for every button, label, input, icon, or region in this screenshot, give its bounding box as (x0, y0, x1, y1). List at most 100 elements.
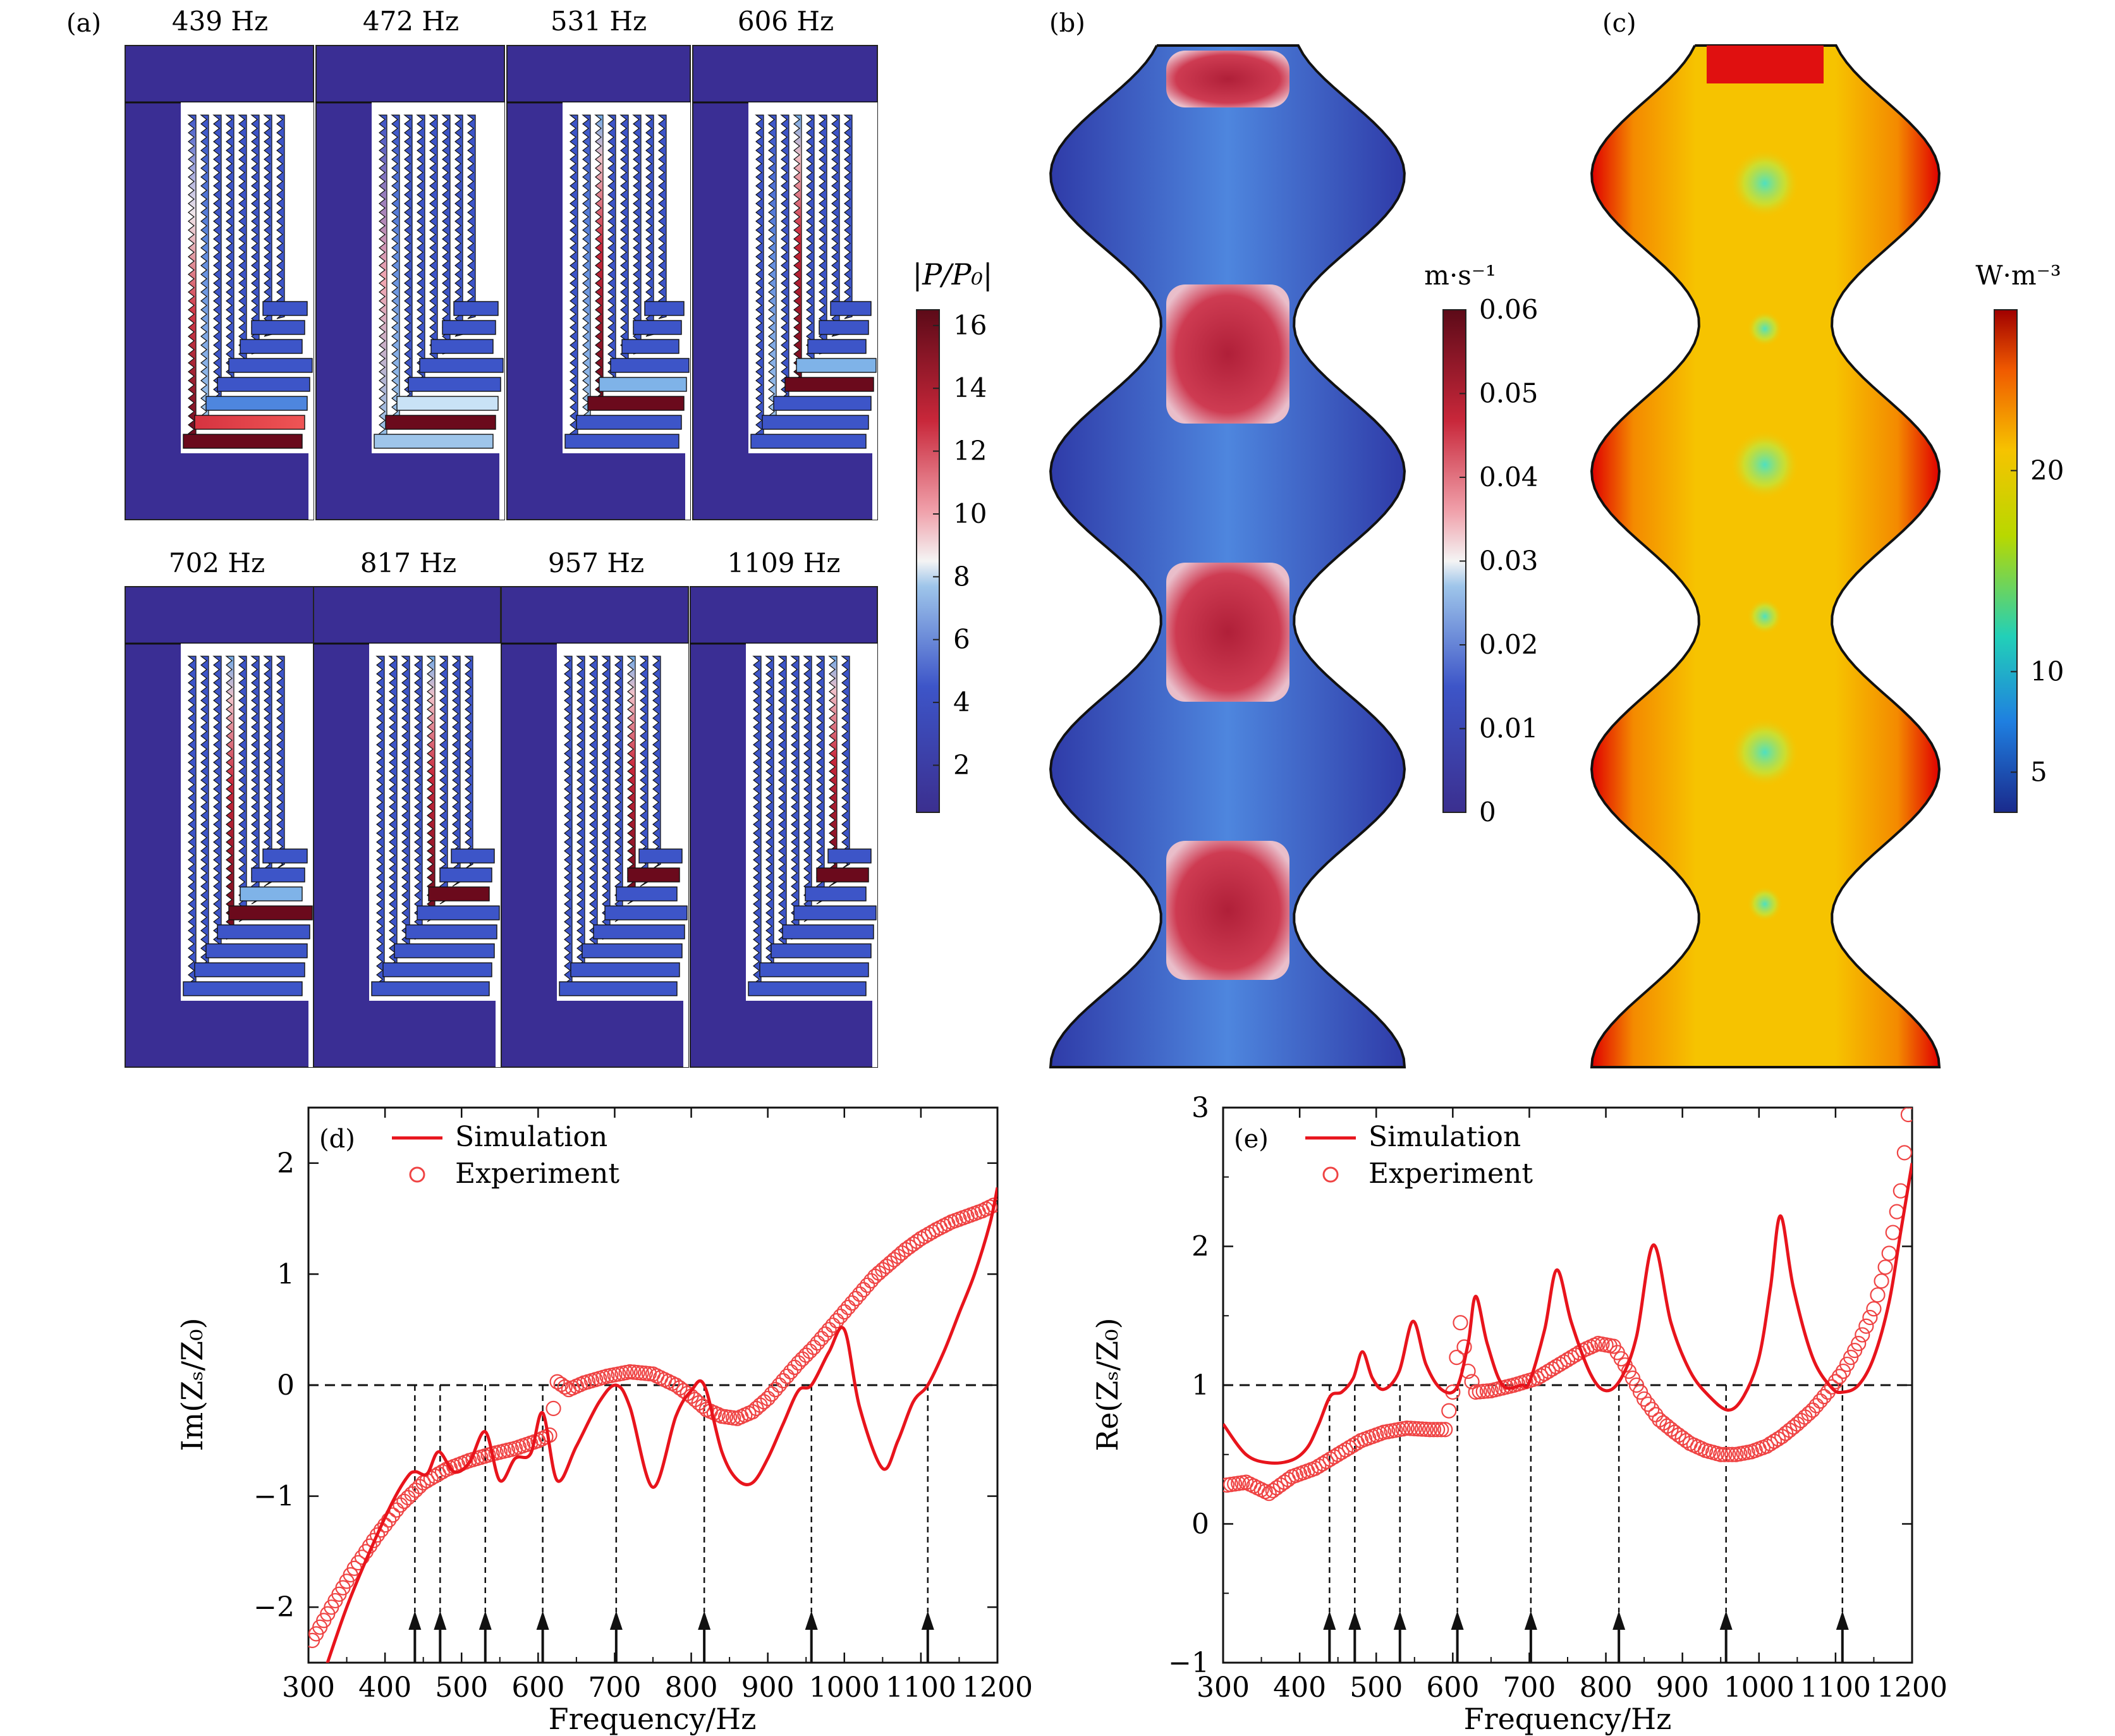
colorbar-c-gradient (1994, 309, 2018, 813)
resonance-arrow-head (1323, 1611, 1336, 1630)
horizontal-bar (430, 339, 494, 354)
plot-d-imaginary-impedance: (d) Frequency/Hz Im(Zₛ/Z₀) Simulation Ex… (175, 1106, 1033, 1736)
resonator-map-3 (506, 45, 691, 520)
y-tick-label: 0 (277, 1369, 295, 1402)
cavity-edge (496, 1001, 501, 1067)
x-tick-label: 500 (1350, 1672, 1403, 1704)
experiment-point (1414, 1421, 1430, 1437)
experiment-point (1900, 1108, 1912, 1123)
resonance-arrow-head (478, 1611, 492, 1630)
experiment-point (863, 1273, 879, 1289)
simulation-series (326, 1187, 997, 1663)
zigzag-strip (464, 656, 473, 869)
colorbar-c-tick-label: 10 (2030, 656, 2064, 687)
plot-d-xlabel: Frequency/Hz (549, 1702, 757, 1736)
horizontal-bar (374, 434, 494, 449)
horizontal-bar (451, 848, 495, 864)
experiment-point (1663, 1421, 1679, 1437)
horizontal-bar (830, 301, 872, 316)
zigzag-strip (841, 656, 850, 869)
experiment-point (1851, 1336, 1867, 1352)
zigzag-strip (212, 656, 222, 958)
colorbar-b-tick-label: 0.02 (1479, 629, 1539, 660)
horizontal-bar (396, 396, 499, 411)
experiment-point (1637, 1391, 1652, 1407)
experiment-point (1556, 1354, 1572, 1370)
experiment-point (775, 1372, 791, 1389)
experiment-point (814, 1331, 829, 1347)
experiment-point (909, 1233, 925, 1249)
x-tick-label: 900 (1656, 1672, 1709, 1704)
horizontal-bar (807, 339, 867, 354)
experiment-point (829, 1313, 844, 1329)
zigzag-strip (576, 656, 585, 975)
horizontal-bar (417, 905, 500, 920)
experiment-point (680, 1386, 695, 1402)
legend-d-exp-marker (409, 1166, 425, 1183)
colorbar-b-tick-label: 0.04 (1479, 462, 1539, 492)
experiment-point (1272, 1477, 1288, 1493)
experiment-point (549, 1374, 565, 1390)
horizontal-bar (405, 924, 497, 939)
horizontal-bar (819, 320, 869, 335)
cavity-edge (499, 453, 504, 520)
low-heat-spot (1747, 886, 1783, 922)
experiment-point (1881, 1245, 1897, 1261)
experiment-point (400, 1489, 416, 1506)
experiment-point (1540, 1363, 1556, 1379)
resonance-arrow-head (1524, 1611, 1537, 1630)
horizontal-bar (371, 981, 490, 996)
experiment-point (553, 1376, 569, 1392)
resonator-maps-bottom (125, 586, 878, 1068)
cavity-edge (872, 1001, 877, 1067)
resonance-arrow-head (434, 1611, 447, 1630)
horizontal-bar (784, 377, 874, 392)
experiment-point (1640, 1397, 1656, 1412)
horizontal-bar (805, 886, 867, 902)
experiment-point (1758, 1438, 1774, 1454)
resonator-map-2 (315, 45, 505, 520)
plot-e-xlabel: Frequency/Hz (1464, 1702, 1672, 1736)
colorbar-b-tick-label: 0 (1479, 797, 1496, 828)
colorbar-a: |P/P₀| 2 4 6 8 10 12 14 16 (913, 257, 992, 813)
colorbar-c-tick-label: 20 (2030, 455, 2064, 486)
resonance-arrow-head (609, 1611, 623, 1630)
experiment-point (840, 1299, 856, 1316)
plot-d-label: (d) (319, 1125, 355, 1154)
experiment-point (1858, 1318, 1874, 1334)
colorbar-b-tick-label: 0.01 (1479, 713, 1539, 744)
horizontal-bar (439, 867, 492, 883)
experiment-point (798, 1347, 814, 1363)
horizontal-bar (750, 434, 867, 449)
horizontal-bar (564, 434, 680, 449)
experiment-point (1559, 1352, 1576, 1367)
resonance-arrow-head (698, 1611, 711, 1630)
experiment-point (1315, 1456, 1331, 1472)
colorbar-a-tick-label: 6 (953, 624, 970, 655)
y-tick-label: 2 (1192, 1231, 1209, 1263)
experiment-point (905, 1236, 921, 1252)
experiment-point (1877, 1259, 1893, 1275)
experiment-point (1805, 1402, 1820, 1418)
freq-label-6: 817 Hz (360, 547, 456, 578)
x-tick-label: 600 (511, 1672, 564, 1704)
horizontal-bar (385, 415, 496, 430)
zigzag-strip (378, 114, 387, 443)
zigzag-strip (391, 114, 400, 425)
zigzag-strip (563, 656, 573, 993)
plot-e-ylabel: Re(Zₛ/Z₀) (1090, 1317, 1125, 1451)
horizontal-bar (228, 905, 313, 920)
horizontal-bar (599, 377, 687, 392)
x-tick-label: 400 (358, 1672, 411, 1704)
colorbar-a-tick-label: 8 (953, 561, 970, 592)
high-velocity-region (1166, 841, 1289, 980)
experiment-point (1762, 1436, 1779, 1452)
horizontal-bar (587, 396, 685, 411)
freq-label-3: 531 Hz (551, 6, 647, 37)
cavity-edge (683, 1001, 688, 1067)
horizontal-bar (782, 924, 874, 939)
high-velocity-region (1166, 51, 1289, 107)
freq-label-1: 439 Hz (172, 6, 268, 37)
experiment-point (1827, 1374, 1843, 1390)
